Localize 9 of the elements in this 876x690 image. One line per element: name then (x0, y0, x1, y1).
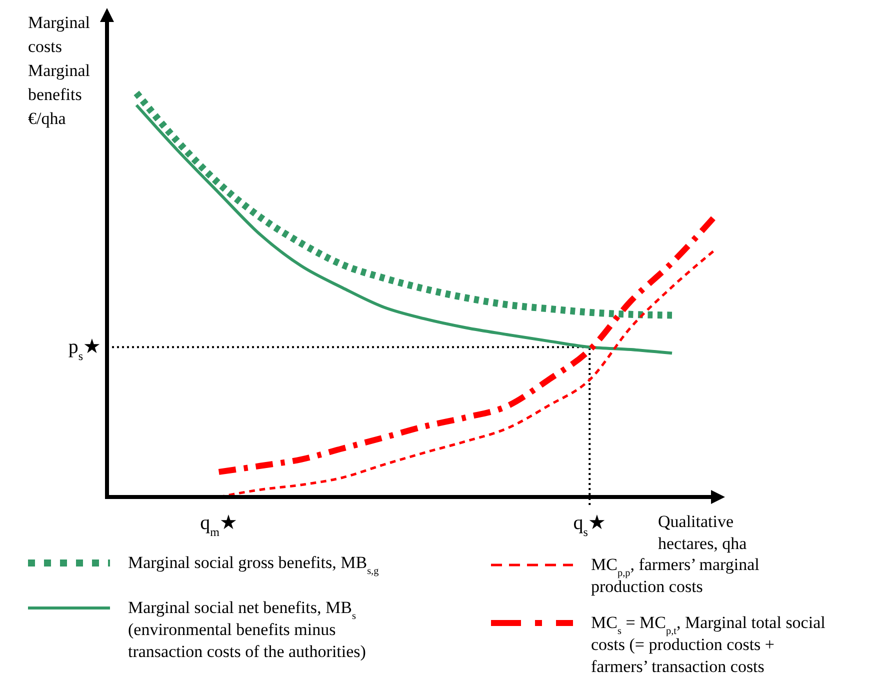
legend-label: MC$_{s}$ = MC$_{p,t}$, Marginal total social costs (= production costs + farmers’ transaction costs (591, 613, 826, 676)
x-axis-title: Qualitative hectares, qha (658, 512, 748, 553)
legend-label: MC$_{p,p}$, farmers’ marginal production costs (591, 555, 760, 596)
legend-label: Marginal social gross benefits, MB$_{s,g}$ (128, 553, 379, 576)
text: Marginal social net benefits, MB$_{s}$ (environmental benefits minus transaction costs of the authorities) (128, 598, 366, 661)
ref-line-label: p$_{s}$★ (68, 336, 101, 364)
x-tick-label: q$_{s}$★ (573, 512, 606, 539)
y-axis-title: Marginal costs Marginal benefits €/qha (28, 13, 90, 128)
x-tick-label: q$_{m}$★ (200, 512, 238, 539)
